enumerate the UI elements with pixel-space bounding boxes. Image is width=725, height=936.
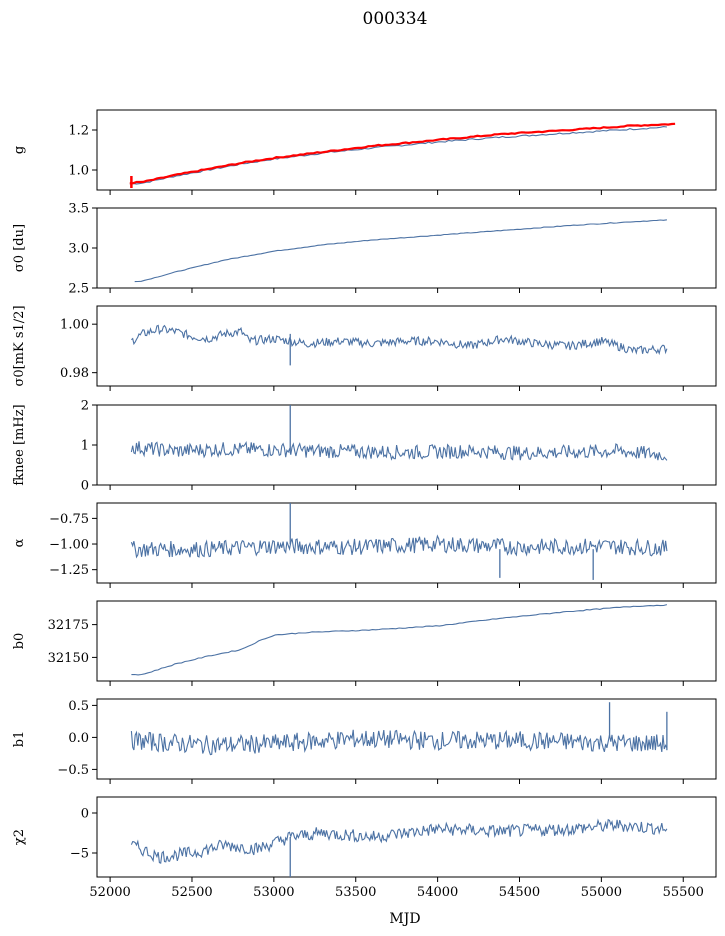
x-tick-label: 52000 [89,885,130,900]
y-tick-label: 0 [81,807,89,822]
y-axis-label: χ2 [12,829,27,845]
series-line [131,324,668,356]
y-tick-label: 2.5 [68,282,89,297]
y-tick-label: −1.00 [49,538,89,553]
y-tick-label: −1.25 [49,563,89,578]
y-tick-label: 3.5 [68,202,89,217]
series-line [130,729,668,756]
y-tick-label: 3.0 [68,242,89,257]
y-tick-label: 1.00 [60,318,89,333]
figure-title: 000334 [363,9,428,29]
subplot-3: 0.98 1.00 σ0[mK s1/2] [12,305,717,391]
x-axis-label: MJD [389,911,420,927]
subplot-5: −1.25 −1.00 −0.75 α [12,502,717,588]
series-line [131,604,668,676]
y-axis-label: g [12,146,27,154]
axes-frame [96,109,717,191]
y-axis-label: σ0[mK s1/2] [12,305,27,386]
series-line [130,818,668,864]
subplot-4: 0 1 2 fknee [mHz] [12,399,717,494]
y-tick-label: 0.5 [68,699,89,714]
y-tick-label: 0.98 [60,366,89,381]
axes-frame [96,796,717,878]
y-tick-label: 0 [81,479,89,494]
y-tick-label: 32150 [48,651,89,666]
y-axis-label: fknee [mHz] [12,404,27,485]
series-line [129,122,676,185]
x-tick-label: 52500 [171,885,212,900]
subplot-8: 52000 52500 53000 53500 54000 54500 55000 55500… [12,796,717,900]
series-line [129,126,667,185]
series-line [130,440,668,461]
subplot-2: 2.5 3.0 3.5 σ0 [du] [12,202,717,297]
axes-frame [96,305,717,387]
y-tick-label: 1.0 [68,164,89,179]
y-axis-label: b1 [12,731,27,748]
y-axis-label: σ0 [du] [12,224,27,272]
y-axis-label: α [12,538,27,547]
y-tick-label: −0.75 [49,512,89,527]
y-tick-label: 2 [81,399,89,414]
series-line [134,219,667,283]
axes-frame [96,600,717,682]
y-tick-label: −5 [70,847,89,862]
x-tick-label: 53000 [253,885,294,900]
y-tick-label: −0.5 [57,763,89,778]
x-tick-label: 55500 [663,885,704,900]
x-tick-label: 54500 [499,885,540,900]
y-tick-label: 1.2 [68,124,89,139]
subplot-1: 1.0 1.2 g [12,109,717,195]
axes-frame [96,207,717,289]
x-tick-label: 53500 [335,885,376,900]
y-tick-label: 0.0 [68,731,89,746]
y-tick-label: 1 [81,439,89,454]
subplot-stack: 1.0 1.2 g 2.5 3.0 3.5 σ0 [du] 0.98 1.00 σ0[mK s1/… [12,109,717,900]
x-tick-label: 54000 [417,885,458,900]
subplot-7: −0.5 0.0 0.5 b1 [12,698,717,784]
series-line [130,534,668,559]
y-tick-label: 32175 [48,618,89,633]
y-axis-label: b0 [12,633,27,650]
x-tick-label: 55000 [581,885,622,900]
subplot-6: 32150 32175 b0 [12,600,717,686]
